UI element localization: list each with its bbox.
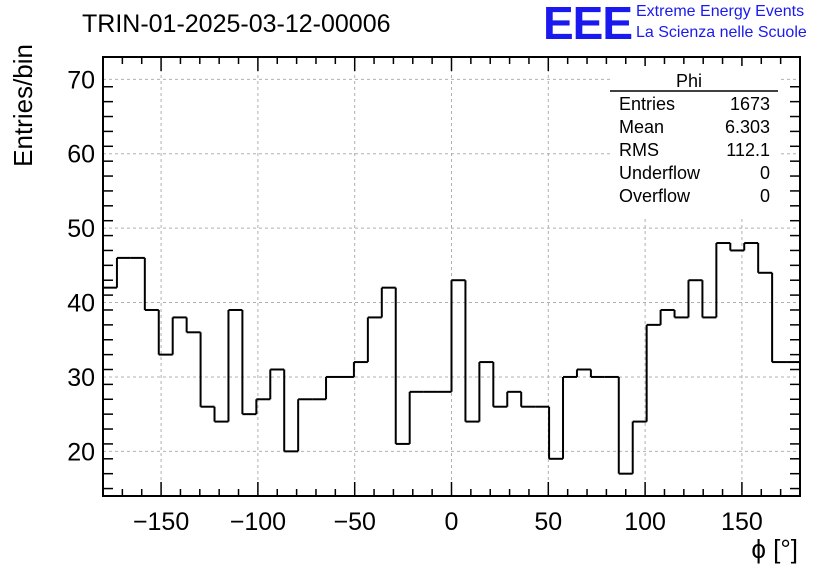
eee-logo: EEE — [543, 0, 633, 49]
y-axis-label: Entries/bin — [8, 44, 38, 167]
y-tick-label: 50 — [67, 215, 95, 243]
x-axis-label: ϕ [°] — [751, 534, 798, 564]
x-tick-label: 150 — [721, 508, 763, 536]
stats-label: Overflow — [619, 186, 691, 206]
y-tick-label: 40 — [67, 290, 95, 318]
x-tick-label: −150 — [133, 508, 189, 536]
x-tick-label: −50 — [333, 508, 375, 536]
y-tick-label: 30 — [67, 364, 95, 392]
tick-labels: −150 −100 −50 0 50 100 150 20 30 40 50 60 70 — [67, 66, 763, 536]
y-tick-label: 20 — [67, 438, 95, 466]
y-tick-label: 70 — [67, 66, 95, 94]
chart-title: TRIN-01-2025-03-12-00006 — [82, 10, 391, 38]
histogram-bars — [103, 242, 801, 496]
x-tick-label: 0 — [445, 508, 459, 536]
stats-value: 112.1 — [726, 140, 770, 160]
x-tick-label: 50 — [534, 508, 562, 536]
brand-line-2: La Scienza nelle Scuole — [636, 24, 807, 41]
stats-value: 1673 — [730, 94, 770, 114]
y-tick-label: 60 — [67, 141, 95, 169]
x-tick-label: 100 — [624, 508, 666, 536]
stats-value: 0 — [760, 163, 770, 183]
stats-label: Mean — [619, 117, 664, 137]
stats-name: Phi — [676, 71, 702, 91]
stats-value: 0 — [760, 186, 770, 206]
stats-value: 6.303 — [725, 117, 770, 137]
axes — [102, 56, 801, 497]
stats-label: Underflow — [619, 163, 701, 183]
x-tick-label: −100 — [230, 508, 286, 536]
brand-line-1: Extreme Energy Events — [636, 3, 805, 20]
stats-label: RMS — [619, 140, 659, 160]
stats-label: Entries — [619, 94, 675, 114]
